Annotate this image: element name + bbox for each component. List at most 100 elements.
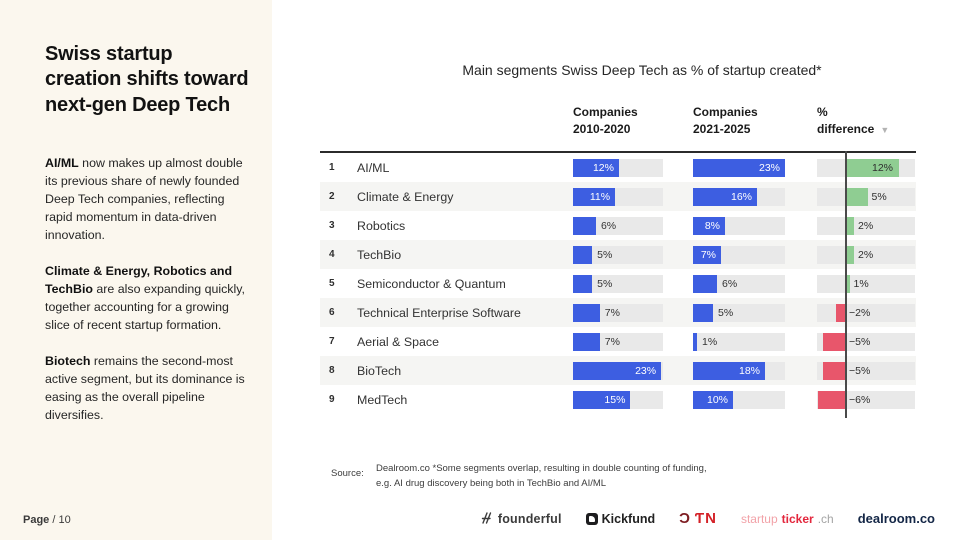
kickfund-logo-icon [585,512,598,525]
page-label: Page [23,514,50,526]
difference-value-label: 2% [858,219,874,232]
row-number: 3 [329,220,335,231]
kickfund-wordmark: Kickfund [601,511,656,526]
difference-bar-cell: −6% [817,390,915,409]
dealroom-logo: dealroom.co [858,511,935,526]
bar-value-label: 5% [597,277,613,290]
table-row: 5 Semiconductor & Quantum 5% 6% 1% [320,269,916,298]
paragraph-aiml: AI/ML now makes up almost double its pre… [45,155,251,245]
companies-bar-cell: 5% [693,303,785,322]
founderful-wordmark: founderful [497,511,562,526]
column-header-2021-2025: Companies 2021-2025 [693,105,758,137]
bar-6pct [573,216,596,235]
difference-bar-cell: −2% [817,303,915,322]
bar-value-label: 15% [604,393,626,406]
kickfund-logo: Kickfund [585,511,656,526]
source-text: Dealroom.co *Some segments overlap, resu… [376,462,707,491]
table-row: 7 Aerial & Space 7% 1% −5% [320,327,916,356]
companies-bar-cell: 23% [693,158,785,177]
bar-value-label: 1% [702,335,718,348]
bar-18pct: 18% [693,361,765,380]
segment-label: Robotics [357,218,406,233]
segment-label: BioTech [357,363,402,378]
segments-table: 1 AI/ML 12% 23% 12% 2 Climate & Energy 11% 16% 5%… [320,151,916,418]
difference-value-label: −5% [849,364,871,377]
bar-value-label: 12% [592,161,614,174]
founderful-logo: founderful [481,512,562,526]
difference-zero-line [845,151,847,418]
dtn-wordmark-dark: Ɔ [679,510,691,527]
table-row: 1 AI/ML 12% 23% 12% [320,153,916,182]
difference-bar-cell: 1% [817,274,915,293]
difference-bar-5pct [845,187,868,206]
difference-bar--5pct [822,332,845,351]
bar-value-label: 23% [758,161,780,174]
companies-bar-cell: 18% [693,361,785,380]
bar-value-label: 16% [730,190,752,203]
companies-bar-cell: 6% [573,216,663,235]
header-spacer [320,104,573,139]
startupticker-domain: .ch [817,511,834,526]
companies-bar-cell: 5% [573,245,663,264]
difference-bar-cell: 12% [817,158,915,177]
difference-bar-cell: −5% [817,332,915,351]
bar-value-label: 23% [635,364,657,377]
row-number: 9 [329,394,335,405]
startupticker-wordmark-light: startup [740,511,778,526]
difference-value-label: 5% [871,190,887,203]
segment-label: Semiconductor & Quantum [357,276,506,291]
companies-bar-cell: 12% [573,158,663,177]
table-row: 6 Technical Enterprise Software 7% 5% −2% [320,298,916,327]
column-header-difference: % difference ▼ [817,104,915,139]
bar-8pct: 8% [693,216,725,235]
bar-7pct [573,303,600,322]
row-number: 6 [329,307,335,318]
difference-bar--5pct [822,361,845,380]
bar-10pct: 10% [693,390,733,409]
bar-value-label: 6% [600,219,617,232]
paragraph-lead: Biotech [45,354,91,369]
bar-value-label: 8% [704,219,720,232]
difference-value-label: 1% [853,277,869,290]
bar-23pct: 23% [573,361,662,380]
difference-bar--6pct [818,390,845,409]
bar-value-label: 10% [706,393,728,406]
bar-value-label: 18% [738,364,760,377]
segment-label: AI/ML [357,160,390,175]
paragraph-text: remains the second-most active segment, … [45,354,245,422]
segment-label: TechBio [357,247,402,262]
difference-header-label: % difference [817,105,875,137]
sidebar: Swiss startup creation shifts toward nex… [0,0,272,540]
chart-panel: Main segments Swiss Deep Tech as % of st… [272,0,960,540]
startupticker-logo: startup ticker .ch [741,512,834,526]
companies-bar-cell: 1% [693,332,785,351]
bar-7pct [573,332,600,351]
partner-logos: founderful Kickfund Ɔ ƬN startup ticker .ch… [481,510,935,527]
paragraph-lead: AI/ML [45,156,79,171]
difference-bar-1pct [845,274,850,293]
segment-label: Technical Enterprise Software [357,305,521,320]
companies-bar-cell: 8% [693,216,785,235]
table-header-row: Companies 2010-2020 Companies 2021-2025 … [320,104,916,139]
companies-bar-cell: 7% [693,245,785,264]
difference-bar--2pct [836,303,845,322]
source-note: Source: Dealroom.co *Some segments overl… [331,462,707,491]
slide-title: Swiss startup creation shifts toward nex… [45,43,249,116]
bar-12pct: 12% [573,158,619,177]
segment-label: Climate & Energy [357,189,454,204]
difference-bar-cell: 2% [817,216,915,235]
table-row: 3 Robotics 6% 8% 2% [320,211,916,240]
difference-bar-cell: −5% [817,361,915,380]
companies-bar-cell: 7% [573,303,663,322]
bar-11pct: 11% [573,187,616,206]
segment-label: MedTech [357,392,408,407]
difference-value-label: −5% [849,335,871,348]
bar-7pct: 7% [693,245,721,264]
paragraph-lead: Climate & Energy, Robotics and TechBio [45,264,233,297]
table-row: 8 BioTech 23% 18% −5% [320,356,916,385]
column-header-2010-2020: Companies 2010-2020 [573,105,638,137]
bar-value-label: 7% [604,335,620,348]
companies-bar-cell: 11% [573,187,663,206]
companies-bar-cell: 15% [573,390,663,409]
bar-23pct: 23% [693,158,785,177]
